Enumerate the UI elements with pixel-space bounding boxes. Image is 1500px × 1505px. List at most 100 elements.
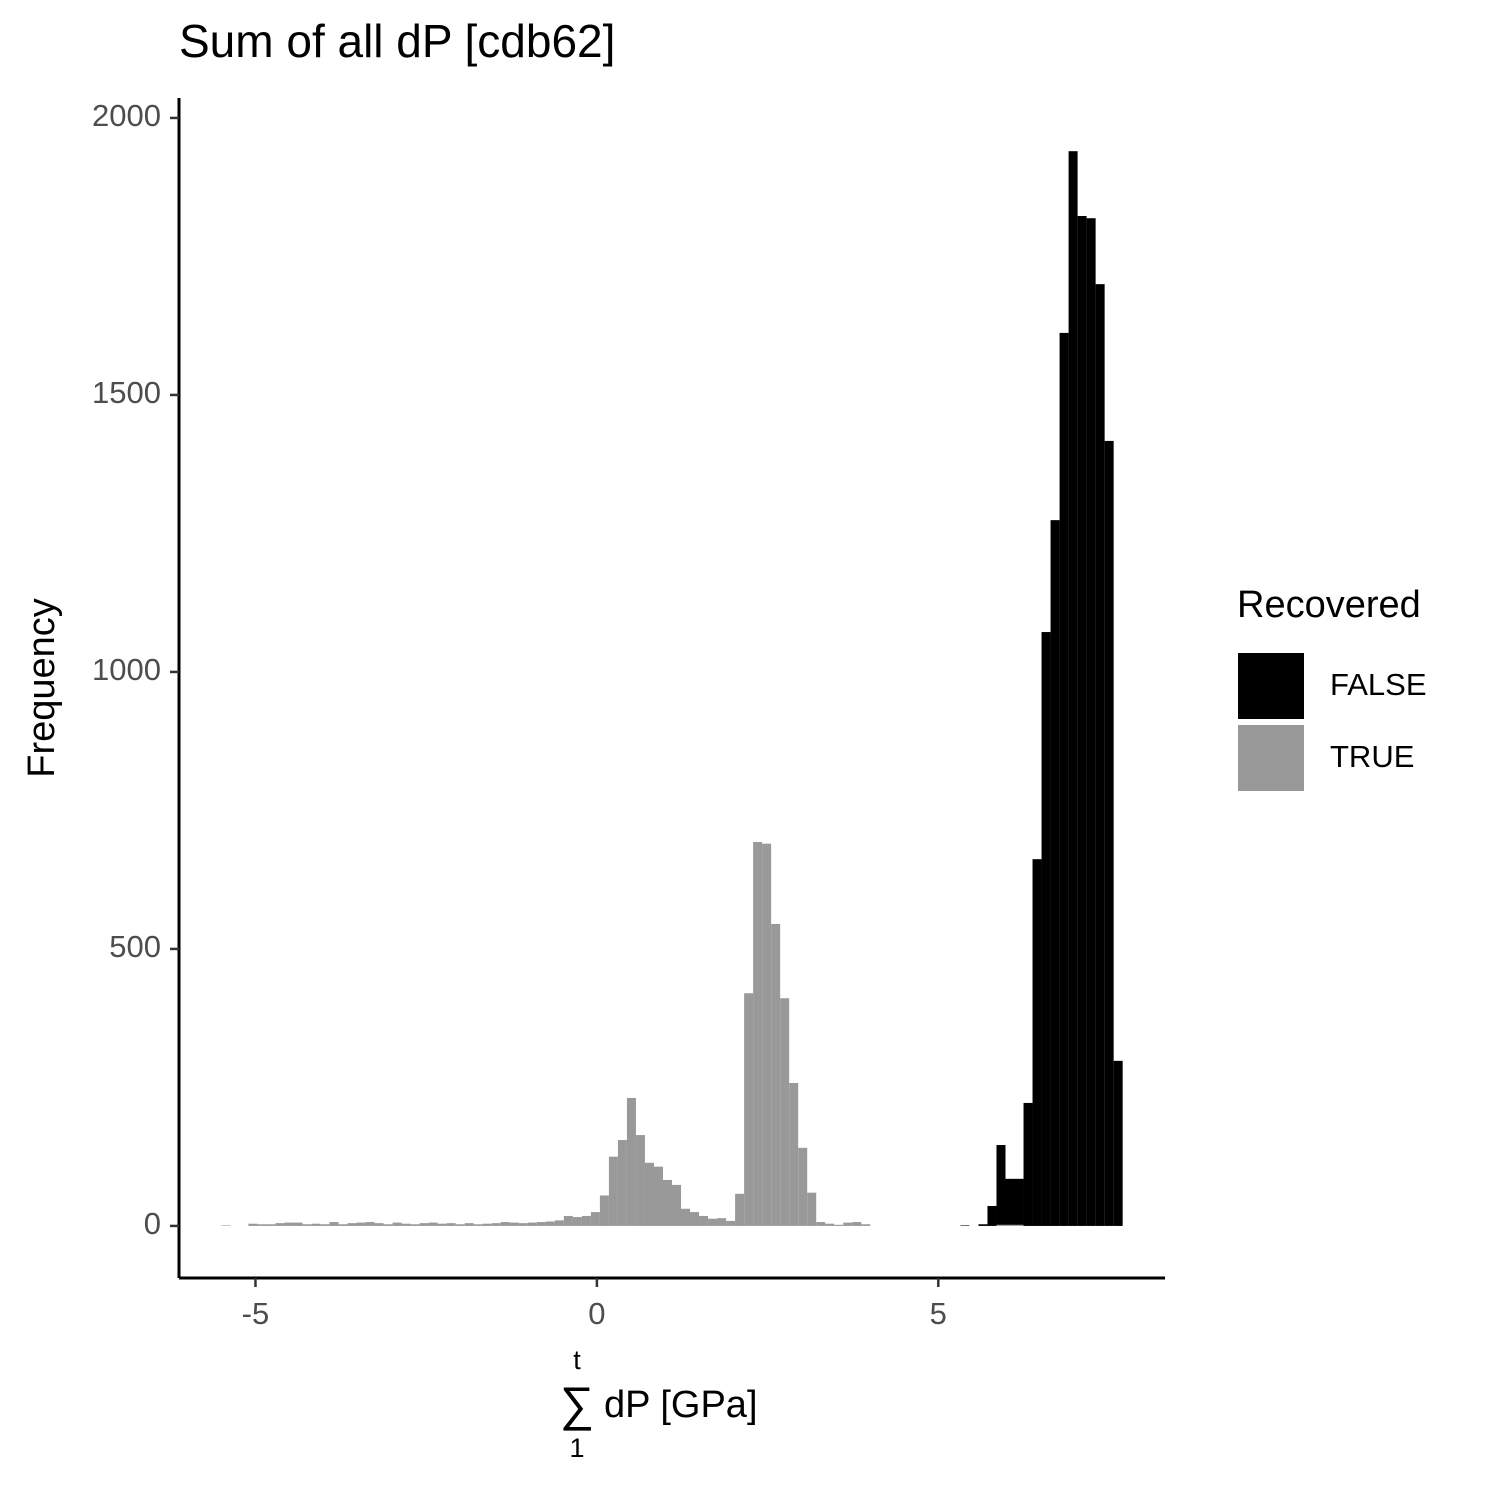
bar xyxy=(500,1222,510,1226)
bar xyxy=(978,1224,988,1226)
y-tick-label: 500 xyxy=(109,929,161,964)
y-tick-label: 1500 xyxy=(92,375,161,410)
bar xyxy=(293,1222,303,1226)
chart-title: Sum of all dP [cdb62] xyxy=(179,15,615,67)
bar xyxy=(302,1224,312,1226)
bar xyxy=(338,1224,348,1226)
y-tick-label: 0 xyxy=(144,1206,161,1241)
bar xyxy=(320,1224,330,1226)
bar xyxy=(708,1218,718,1226)
bar xyxy=(221,1225,231,1226)
y-axis-label: Frequency xyxy=(21,598,63,778)
legend-label: FALSE xyxy=(1330,667,1427,702)
legend-key xyxy=(1238,725,1304,791)
bar xyxy=(383,1224,393,1226)
bar xyxy=(843,1222,853,1226)
bar xyxy=(1068,151,1078,1226)
bar xyxy=(662,1179,672,1226)
x-axis-label: dP [GPa] xyxy=(604,1384,758,1426)
bar xyxy=(284,1222,294,1226)
bar xyxy=(726,1220,736,1226)
bar xyxy=(1014,1178,1024,1225)
bar xyxy=(356,1222,366,1226)
bar xyxy=(780,998,790,1226)
bar xyxy=(401,1223,411,1226)
bar xyxy=(428,1222,438,1226)
bar xyxy=(1032,859,1042,1226)
bar xyxy=(518,1223,528,1226)
bar xyxy=(861,1224,871,1226)
bar xyxy=(1023,1102,1033,1226)
bar xyxy=(744,993,754,1226)
bar xyxy=(527,1222,537,1226)
bar xyxy=(987,1205,997,1226)
bar xyxy=(482,1223,492,1226)
bar xyxy=(446,1223,456,1226)
bar xyxy=(572,1217,582,1226)
bar xyxy=(996,1145,1006,1225)
bar xyxy=(762,843,772,1226)
bar xyxy=(753,842,763,1226)
bar xyxy=(996,1224,1006,1226)
bar xyxy=(545,1221,555,1226)
bar xyxy=(509,1222,519,1226)
bar xyxy=(690,1212,700,1226)
bar xyxy=(717,1218,727,1226)
bar xyxy=(635,1135,645,1226)
bar xyxy=(329,1222,339,1226)
bar xyxy=(1041,632,1051,1226)
bar xyxy=(437,1223,447,1226)
y-tick-label: 2000 xyxy=(92,98,161,133)
bar xyxy=(699,1215,709,1226)
bar xyxy=(365,1222,375,1226)
bar xyxy=(275,1223,285,1226)
bar xyxy=(825,1223,835,1226)
bar xyxy=(735,1193,745,1226)
bar xyxy=(266,1224,276,1226)
bar xyxy=(491,1223,501,1226)
bar xyxy=(311,1223,321,1226)
bar xyxy=(563,1215,573,1226)
bar xyxy=(464,1223,474,1226)
bar xyxy=(248,1223,258,1226)
bar xyxy=(617,1140,627,1226)
bar xyxy=(1095,284,1105,1226)
legend-label: TRUE xyxy=(1330,739,1414,774)
x-axis-label-lower: 1 xyxy=(569,1433,584,1463)
x-tick-label: -5 xyxy=(242,1296,270,1331)
bar xyxy=(410,1224,420,1226)
bar xyxy=(834,1224,844,1226)
bar xyxy=(581,1215,591,1226)
bar xyxy=(554,1220,564,1226)
bar xyxy=(672,1184,682,1226)
bar xyxy=(852,1222,862,1226)
bar xyxy=(789,1082,799,1226)
bar xyxy=(473,1224,483,1226)
x-axis-label-upper: t xyxy=(573,1345,581,1375)
bar xyxy=(626,1097,636,1226)
bar xyxy=(392,1222,402,1226)
bar xyxy=(536,1222,546,1226)
bar xyxy=(599,1195,609,1226)
bar xyxy=(771,924,781,1226)
bar xyxy=(1113,1060,1123,1226)
bar xyxy=(1077,216,1087,1226)
bar xyxy=(1005,1224,1015,1226)
bar xyxy=(644,1162,654,1226)
bar xyxy=(419,1223,429,1226)
x-tick-label: 0 xyxy=(588,1296,605,1331)
x-axis-label-sum: ∑ xyxy=(560,1379,594,1432)
bar xyxy=(1059,332,1069,1226)
bar xyxy=(653,1166,663,1226)
bar xyxy=(1005,1178,1015,1225)
bar xyxy=(374,1223,384,1226)
legend-title: Recovered xyxy=(1237,584,1421,626)
bar xyxy=(1050,520,1060,1226)
bar xyxy=(816,1222,826,1226)
bar xyxy=(681,1208,691,1226)
bar xyxy=(455,1224,465,1226)
bar xyxy=(807,1192,817,1226)
bar xyxy=(347,1223,357,1226)
bar xyxy=(798,1147,808,1226)
